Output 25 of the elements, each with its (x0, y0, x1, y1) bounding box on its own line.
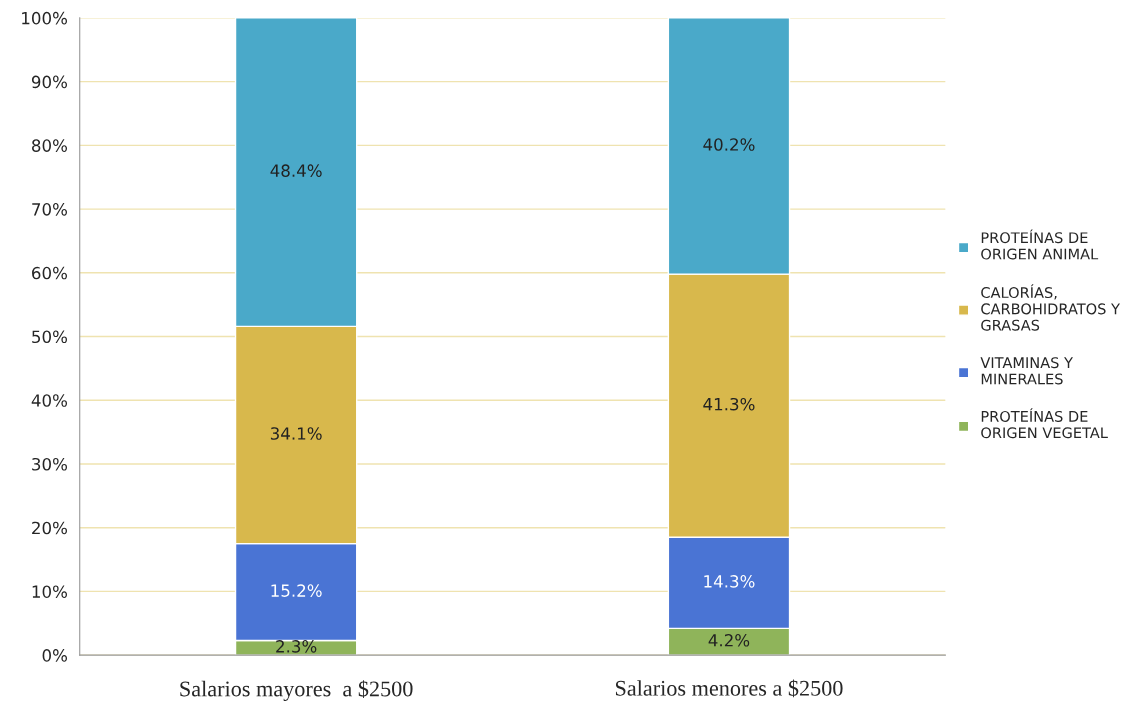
y-tick-label: 80% (32, 139, 67, 152)
y-tick-label: 40% (31, 394, 67, 407)
data-label: 2.3% (276, 640, 317, 653)
legend-label: CALORÍAS, CARBOHIDRATOS Y GRASAS (981, 284, 1120, 331)
y-tick-label: 50% (32, 330, 67, 344)
y-tick-label: 0% (42, 649, 67, 662)
y-tick-label: 10% (32, 585, 67, 598)
legend-label: VITAMINAS Y MINERALES (980, 357, 1073, 385)
data-label: 15.2% (271, 584, 322, 597)
data-label: 41.3% (703, 397, 755, 411)
y-tick-label: 90% (31, 75, 67, 89)
y-tick-label: 20% (32, 521, 67, 535)
y-tick-label: 100% (22, 11, 67, 25)
data-label: 14.3% (704, 575, 755, 588)
data-label: 4.2% (708, 633, 750, 647)
data-label: 34.1% (270, 427, 322, 440)
x-tick-label: Salarios menores a $2500 (615, 679, 843, 698)
y-tick-label: 70% (32, 203, 67, 216)
data-label: 48.4% (270, 164, 322, 177)
data-label: 40.2% (703, 138, 755, 151)
y-tick-label: 30% (32, 457, 67, 471)
legend-label: PROTEÍNAS DE ORIGEN VEGETAL (981, 408, 1108, 439)
y-tick-label: 60% (32, 266, 67, 280)
legend-label: PROTEÍNAS DE ORIGEN ANIMAL (981, 229, 1099, 260)
x-tick-label: Salarios mayores a $2500 (180, 680, 413, 702)
